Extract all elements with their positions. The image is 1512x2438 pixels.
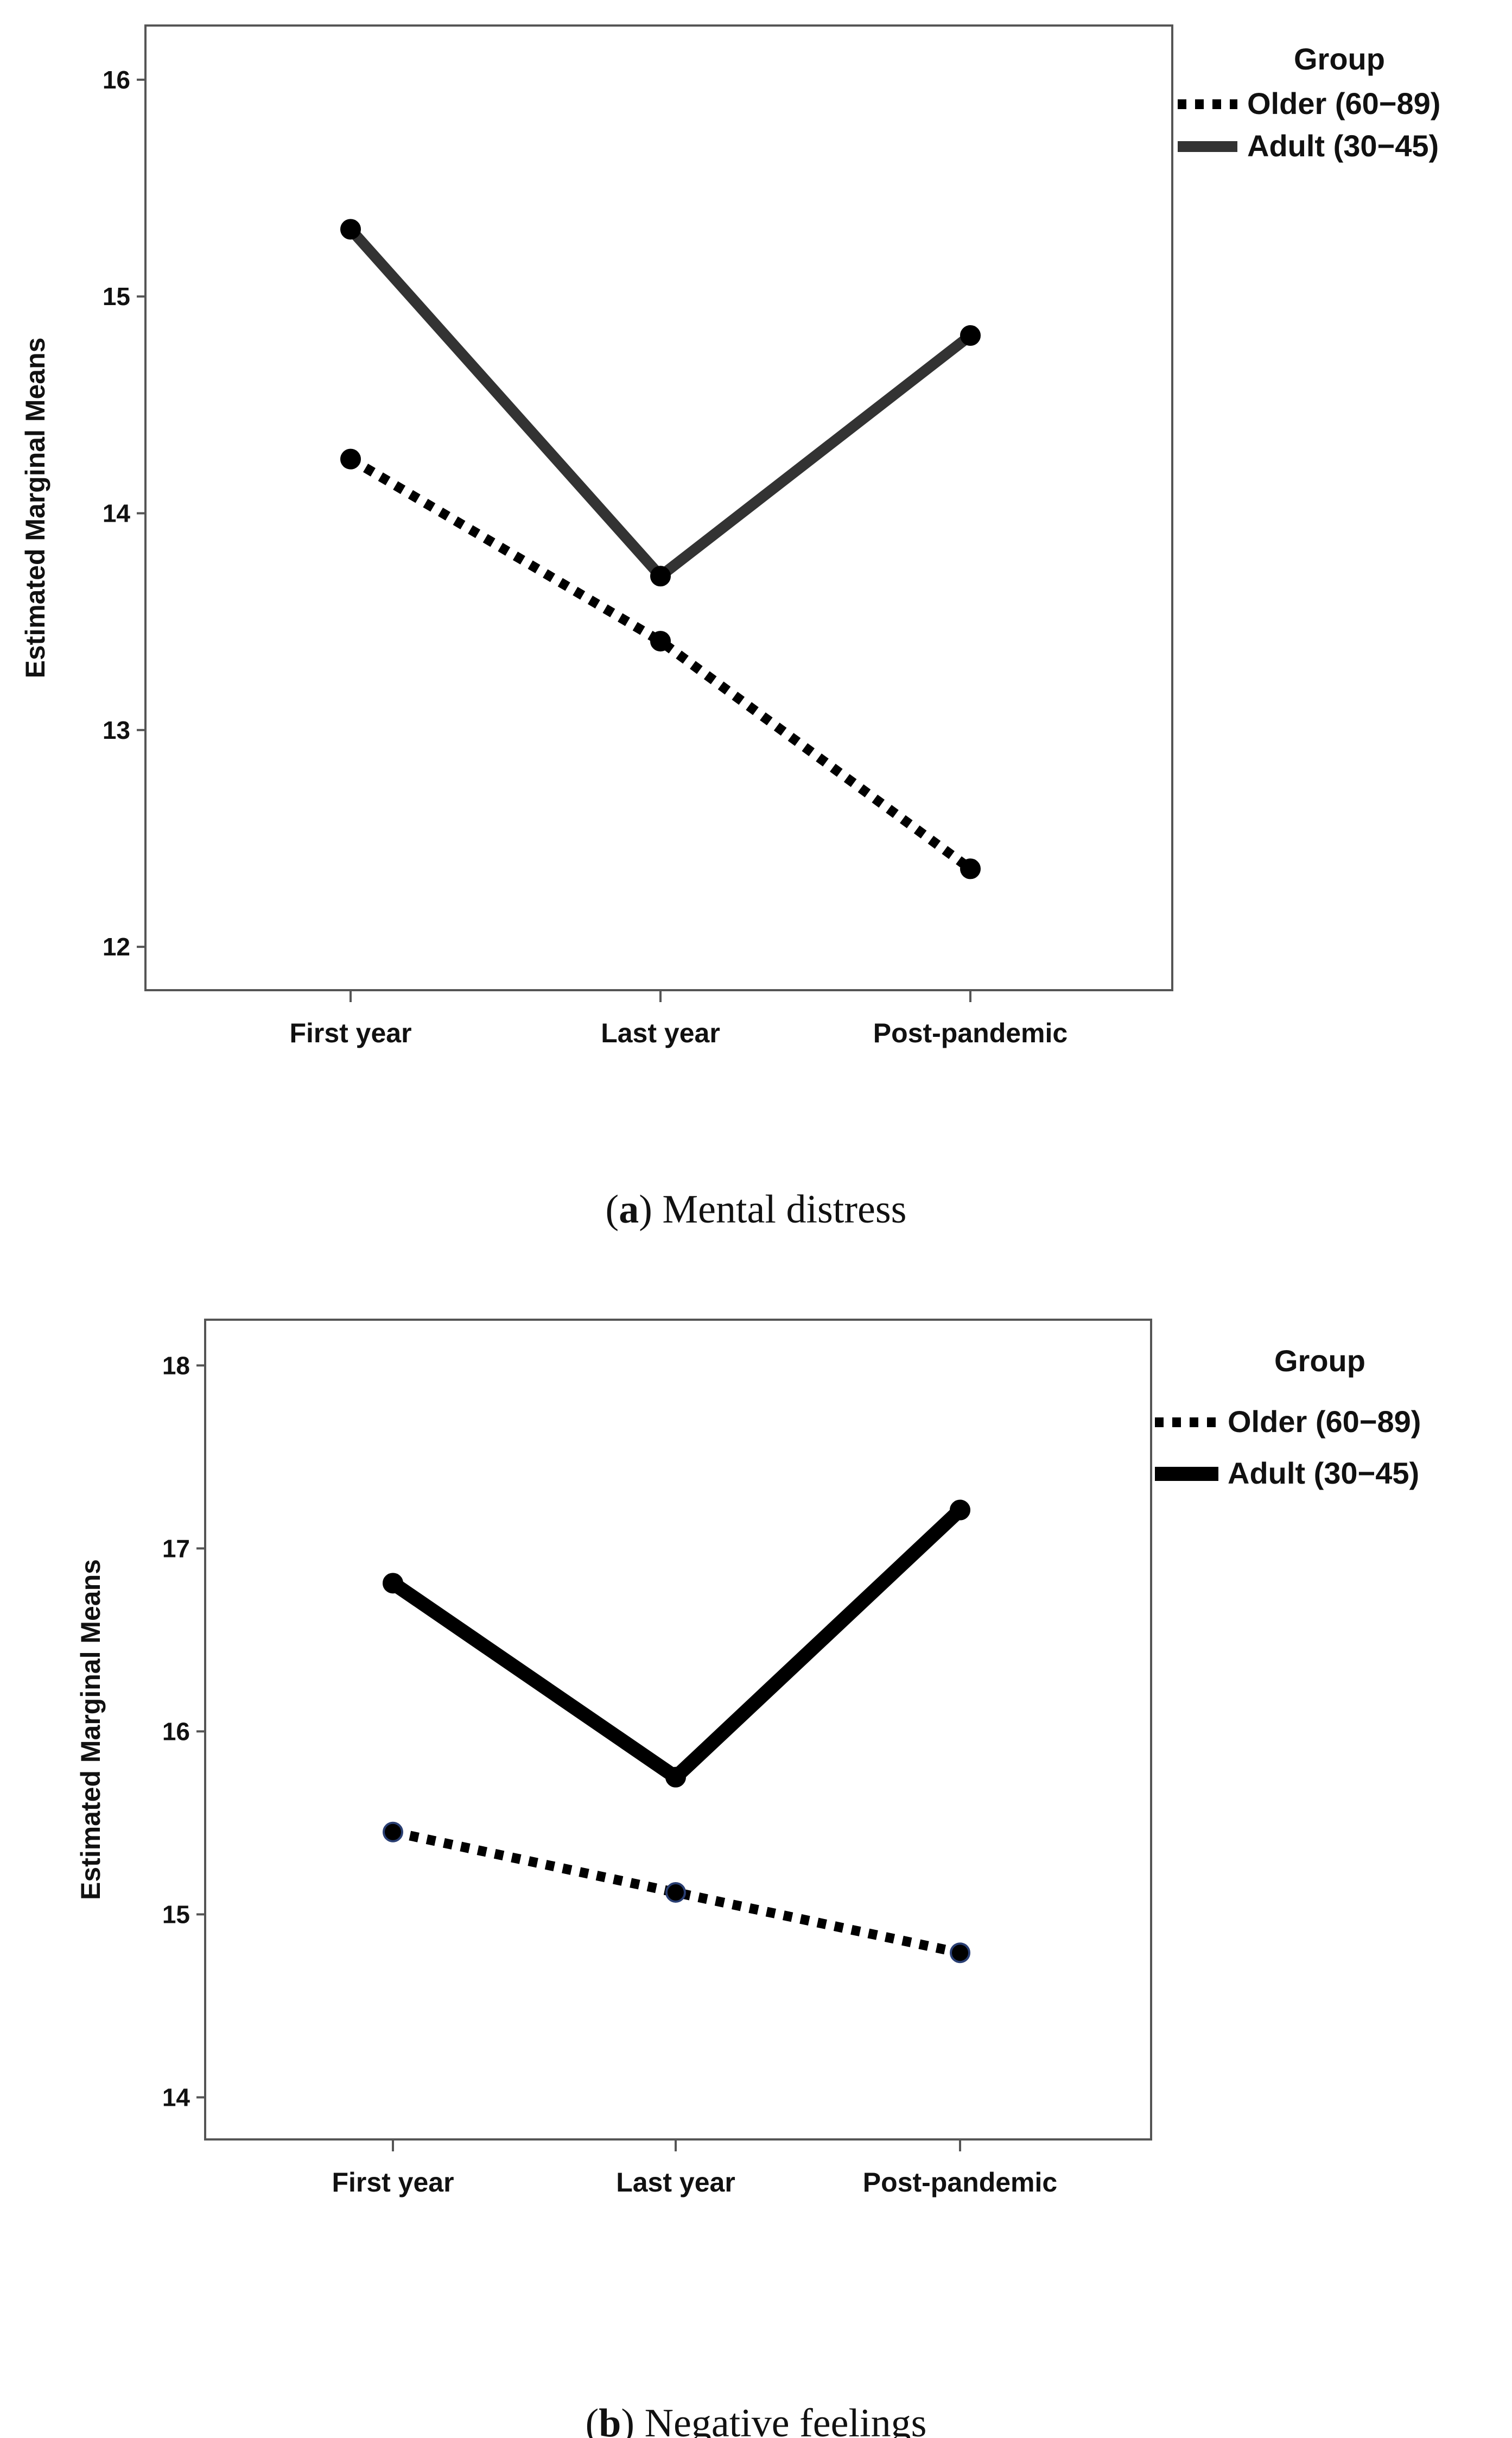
x-tick-label: First year [332,2167,454,2198]
legend-label-adult: Adult (30−45) [1228,1456,1419,1490]
series-line-adult [345,224,976,582]
y-tick-label: 16 [103,66,130,94]
y-tick-label: 14 [103,499,131,527]
plot-frame [144,24,1173,991]
legend-label-older: Older (60−89) [1247,86,1440,121]
y-tick-label: 16 [162,1717,190,1745]
data-point-older [665,1882,686,1903]
x-tick-label: Post-pandemic [873,1018,1068,1048]
figure-caption: (b) Negative feelings [586,2401,927,2438]
legend-label-adult: Adult (30−45) [1247,129,1439,163]
series-line-adult [386,1503,967,1784]
data-point-adult [960,325,981,346]
x-tick-label: Post-pandemic [863,2167,1057,2198]
caption-text: Mental distress [662,1187,906,1232]
y-tick-label: 15 [103,282,130,311]
chart-negative-feelings: 14 15 16 17 18 First year Last year Post-pandem… [75,1319,1421,2438]
x-tick-label: Last year [616,2167,735,2198]
plot-frame [204,1319,1152,2141]
data-point-adult [340,219,361,240]
legend-title: Group [1294,42,1385,76]
data-point-older [650,631,671,652]
x-tick-label: Last year [601,1018,720,1048]
series-line-older [348,454,974,873]
data-point-older [383,1821,403,1842]
data-point-older [340,448,361,470]
y-tick-label: 13 [103,716,130,744]
data-point-older [960,858,981,879]
caption-letter: a [619,1187,639,1232]
legend-title: Group [1274,1344,1365,1378]
y-tick-label: 15 [162,1900,190,1928]
legend-label-older: Older (60−89) [1228,1404,1421,1439]
y-tick-label: 14 [162,2083,190,2111]
data-point-adult [383,1573,403,1594]
y-tick-label: 18 [162,1351,190,1379]
y-axis-title: Estimated Marginal Means [20,338,50,679]
chart-mental-distress: 12 13 14 15 16 First year Last year Post-pandem… [20,24,1440,1232]
caption-text: Negative feelings [645,2401,927,2438]
y-axis-title: Estimated Marginal Means [75,1559,106,1900]
data-point-older [950,1942,970,1964]
caption-letter: b [599,2401,621,2438]
figure-caption: (a) Mental distress [606,1187,907,1232]
data-point-adult [665,1766,686,1788]
x-tick-label: First year [289,1018,411,1048]
y-tick-label: 17 [162,1534,190,1562]
y-tick-label: 12 [103,933,130,961]
data-point-adult [950,1499,970,1521]
data-point-adult [650,566,671,587]
